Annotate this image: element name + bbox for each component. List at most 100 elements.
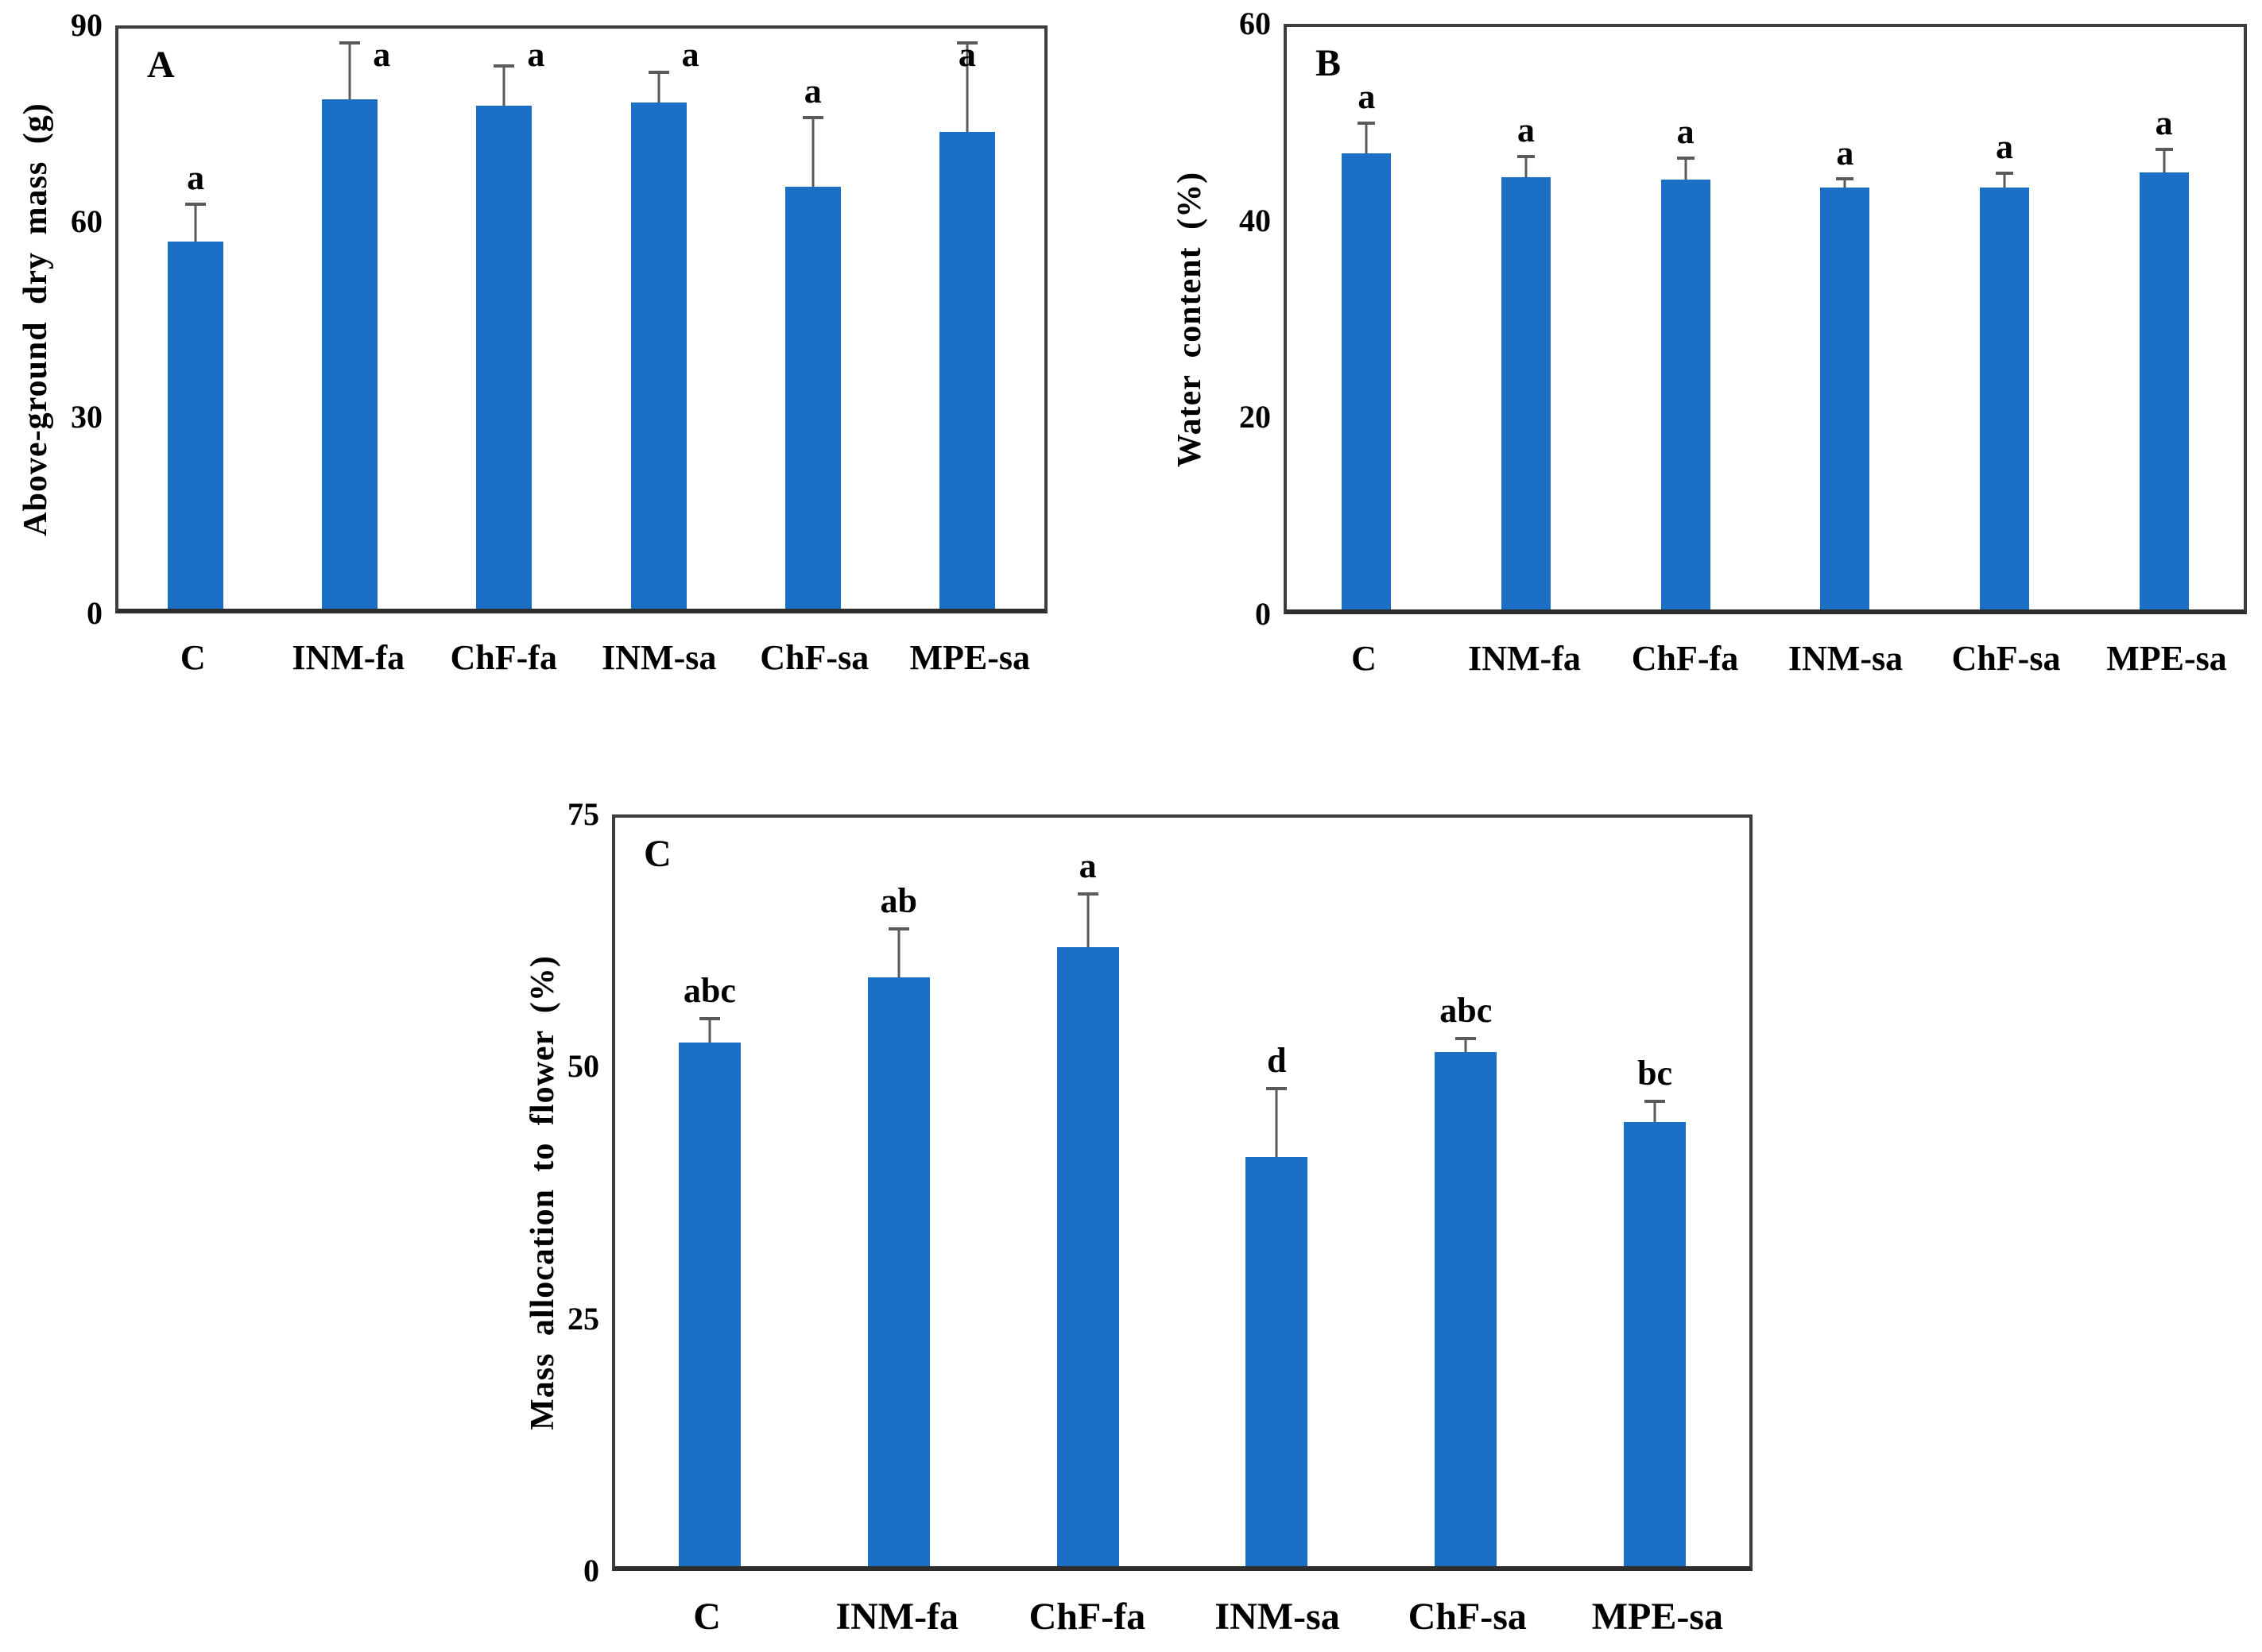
- x-category-label-ChF-fa: ChF-fa: [1631, 639, 1739, 678]
- bar-ChF-fa: [1660, 179, 1710, 609]
- y-tick-label: 25: [567, 1300, 599, 1337]
- error-bar-C: [699, 1017, 720, 1043]
- error-bar-cap: [185, 203, 207, 207]
- error-bar-stem: [1275, 1087, 1278, 1158]
- error-bar-stem: [966, 41, 969, 132]
- y-tick-label: 60: [71, 203, 103, 239]
- y-tick-label: 0: [583, 1553, 599, 1588]
- error-bar-ChF-fa: [1077, 892, 1098, 948]
- bar-ChF-fa: [1056, 947, 1119, 1566]
- x-category-label-C: C: [693, 1596, 721, 1638]
- error-bar-INM-fa: [1517, 155, 1535, 178]
- error-bar-INM-sa: [1836, 177, 1854, 188]
- x-category-label-C: C: [1351, 639, 1377, 678]
- error-bar-cap: [1358, 121, 1376, 125]
- error-bar-cap: [699, 1017, 720, 1021]
- panel-c-chart: Mass allocation to flower (%) C abc ab a d a…: [525, 799, 1753, 1636]
- x-category-label-ChF-sa: ChF-sa: [1951, 639, 2061, 678]
- significance-letter-ChF-sa: abc: [1439, 991, 1493, 1031]
- panel-a-x-axis-labels: C INM-fa ChF-fa INM-sa ChF-sa MPE-sa: [115, 631, 1048, 687]
- error-bar-stem: [2003, 172, 2006, 188]
- bar-MPE-sa: [1624, 1122, 1687, 1566]
- x-category-label-INM-fa: INM-fa: [1468, 639, 1581, 678]
- error-bar-cap: [1266, 1087, 1288, 1091]
- panel-b-label: B: [1315, 42, 1342, 84]
- x-category-label-C: C: [180, 638, 206, 677]
- significance-letter-INM-sa: a: [1836, 133, 1854, 172]
- significance-letter-C: a: [1358, 76, 1376, 116]
- significance-letter-MPE-sa: a: [2155, 103, 2173, 142]
- error-bar-INM-sa: [648, 70, 669, 103]
- panel-a-y-axis-ticks: 0 30 60 90: [0, 10, 103, 629]
- panel-c-x-axis-labels: C INM-fa ChF-fa INM-sa ChF-sa MPE-sa: [612, 1588, 1753, 1644]
- y-tick-label: 20: [1239, 399, 1271, 435]
- significance-letter-INM-fa: a: [373, 34, 391, 74]
- error-bar-stem: [194, 203, 197, 242]
- error-bar-stem: [708, 1017, 711, 1043]
- error-bar-INM-sa: [1266, 1087, 1288, 1158]
- error-bar-C: [1358, 121, 1376, 153]
- error-bar-stem: [811, 115, 815, 187]
- panel-b-bars: a a a a a a: [1287, 27, 2244, 609]
- significance-letter-MPE-sa: a: [958, 34, 976, 74]
- x-category-label-ChF-fa: ChF-fa: [450, 638, 557, 677]
- significance-letter-INM-sa: a: [681, 34, 699, 74]
- bar-INM-sa: [1245, 1157, 1308, 1566]
- significance-letter-ChF-sa: a: [804, 71, 822, 110]
- y-tick-label: 60: [1239, 6, 1271, 41]
- y-tick-label: 50: [567, 1048, 599, 1085]
- error-bar-stem: [897, 927, 901, 977]
- x-category-label-MPE-sa: MPE-sa: [909, 638, 1031, 677]
- error-bar-ChF-fa: [494, 64, 515, 106]
- error-bar-MPE-sa: [956, 41, 978, 132]
- panel-c-label: C: [644, 833, 672, 875]
- bar-ChF-sa: [1435, 1052, 1497, 1566]
- error-bar-INM-fa: [339, 41, 361, 100]
- significance-letter-INM-fa: a: [1517, 110, 1535, 150]
- panel-a-bars: a a a a a a: [118, 29, 1044, 609]
- error-bar-cap: [802, 115, 823, 119]
- significance-letter-ChF-fa: a: [1676, 111, 1695, 151]
- x-category-label-INM-sa: INM-sa: [1788, 639, 1904, 678]
- error-bar-MPE-sa: [2155, 147, 2173, 173]
- error-bar-stem: [1365, 121, 1368, 153]
- panel-b-y-axis-ticks: 0 20 40 60: [1168, 8, 1271, 630]
- error-bar-ChF-sa: [1455, 1037, 1477, 1053]
- y-tick-label: 40: [1239, 202, 1271, 238]
- panel-a-label: A: [147, 44, 175, 86]
- error-bar-cap: [2155, 147, 2173, 151]
- error-bar-ChF-sa: [802, 115, 823, 187]
- x-category-label-ChF-fa: ChF-fa: [1028, 1596, 1146, 1638]
- bar-INM-sa: [630, 103, 687, 609]
- error-bar-stem: [1086, 892, 1090, 948]
- error-bar-MPE-sa: [1644, 1100, 1666, 1123]
- significance-letter-C: abc: [683, 970, 736, 1010]
- error-bar-stem: [1524, 155, 1528, 178]
- bar-C: [1342, 153, 1392, 609]
- panel-c-bars: abc ab a d abc bc: [615, 818, 1749, 1566]
- error-bar-cap: [494, 64, 515, 68]
- x-category-label-INM-fa: INM-fa: [835, 1596, 959, 1638]
- error-bar-stem: [1464, 1037, 1467, 1053]
- error-bar-cap: [956, 41, 978, 45]
- panel-b-plot-area: B a a a a a a: [1284, 24, 2247, 614]
- x-category-label-MPE-sa: MPE-sa: [1591, 1596, 1724, 1638]
- error-bar-stem: [657, 70, 660, 103]
- bar-ChF-sa: [1980, 187, 2029, 609]
- error-bar-stem: [502, 64, 505, 106]
- bar-INM-sa: [1820, 187, 1870, 609]
- error-bar-cap: [888, 927, 909, 931]
- panel-c-y-axis-ticks: 0 25 50 75: [496, 799, 599, 1587]
- y-tick-label: 90: [71, 7, 103, 43]
- y-tick-label: 30: [71, 399, 103, 435]
- error-bar-cap: [1644, 1100, 1666, 1104]
- error-bar-cap: [1676, 156, 1695, 160]
- bar-C: [678, 1042, 741, 1566]
- significance-letter-INM-sa: d: [1267, 1040, 1287, 1080]
- error-bar-stem: [1653, 1100, 1656, 1123]
- x-category-label-ChF-sa: ChF-sa: [1408, 1596, 1527, 1638]
- bar-INM-fa: [1501, 177, 1551, 609]
- error-bar-cap: [648, 70, 669, 74]
- x-category-label-ChF-sa: ChF-sa: [760, 638, 870, 677]
